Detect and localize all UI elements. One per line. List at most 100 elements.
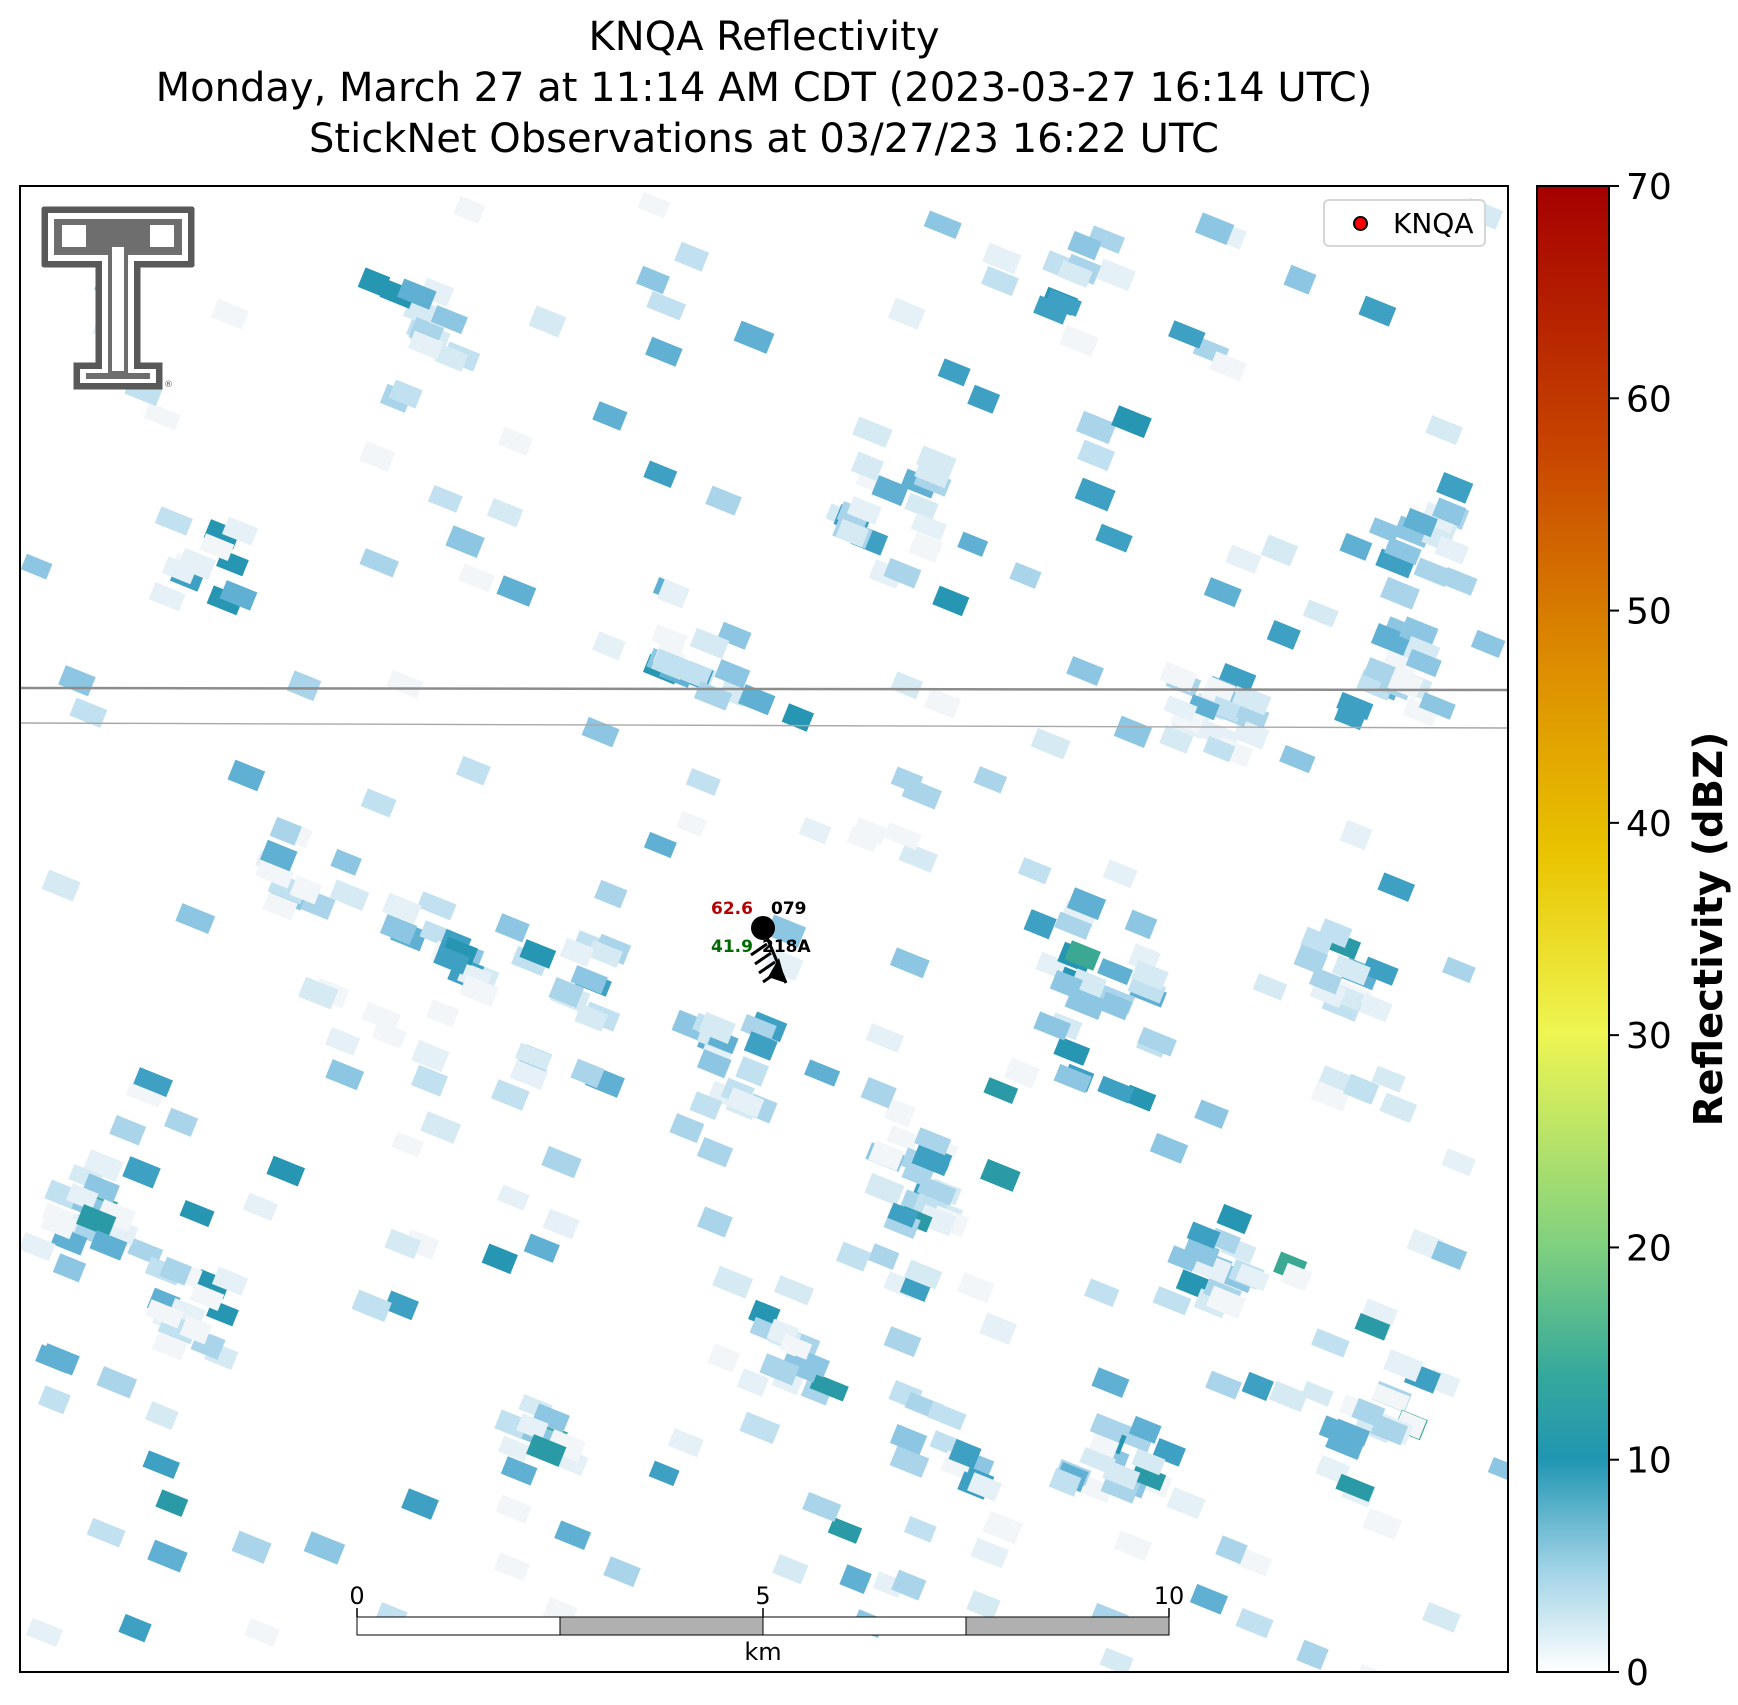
reflectivity-cell <box>289 875 323 905</box>
colorbar-tick-label: 20 <box>1626 1228 1672 1269</box>
reflectivity-cell <box>388 379 423 409</box>
reflectivity-cell <box>1293 944 1329 975</box>
reflectivity-cell <box>453 195 486 224</box>
reflectivity-cell <box>911 1142 953 1177</box>
reflectivity-cell <box>970 1537 1009 1569</box>
reflectivity-cell <box>1399 616 1439 649</box>
reflectivity-cell <box>648 1460 680 1487</box>
reflectivity-cell <box>1219 662 1257 692</box>
reflectivity-cell <box>142 1450 180 1479</box>
reflectivity-cell <box>646 291 686 321</box>
reflectivity-cell <box>1343 1073 1380 1105</box>
title-line-observations: StickNet Observations at 03/27/23 16:22 … <box>309 116 1219 162</box>
reflectivity-cell <box>1279 744 1316 774</box>
reflectivity-cell <box>973 766 1007 794</box>
reflectivity-cell <box>1182 1237 1221 1268</box>
reflectivity-cell <box>1066 887 1106 920</box>
reflectivity-cell <box>735 1056 769 1087</box>
reflectivity-cell <box>351 1289 392 1322</box>
reflectivity-cell <box>1377 872 1415 902</box>
reflectivity-cell <box>1368 517 1401 543</box>
reflectivity-cell <box>957 531 989 557</box>
legend-label: KNQA <box>1393 207 1474 240</box>
reflectivity-cell <box>155 1489 189 1517</box>
reflectivity-cell <box>419 277 455 308</box>
reflectivity-cell <box>516 1413 549 1441</box>
reflectivity-cell <box>1269 1381 1308 1413</box>
reflectivity-cell <box>592 401 628 431</box>
reflectivity-cell <box>883 1098 916 1128</box>
reflectivity-cell <box>1370 1414 1409 1446</box>
reflectivity-cell <box>1203 577 1242 608</box>
radar-site-marker-icon <box>1353 216 1368 231</box>
reflectivity-cell <box>298 976 339 1010</box>
reflectivity-cell <box>1102 1460 1141 1491</box>
reflectivity-cell <box>864 1173 905 1206</box>
reflectivity-cell <box>1099 1647 1134 1672</box>
reflectivity-cell <box>981 242 1022 275</box>
reflectivity-cell <box>148 582 186 612</box>
reflectivity-cell <box>1339 533 1373 561</box>
texas-tech-logo: ® <box>41 206 195 390</box>
map-frame <box>19 185 1509 1673</box>
reflectivity-cell <box>1149 1132 1189 1164</box>
reflectivity-cell <box>1017 857 1052 885</box>
reflectivity-cell <box>542 1208 580 1240</box>
reflectivity-cell <box>1057 260 1093 288</box>
reflectivity-cell <box>359 441 396 472</box>
reflectivity-cell <box>154 506 193 536</box>
highway-line <box>20 686 1508 692</box>
reflectivity-cell <box>379 914 418 945</box>
reflectivity-cell <box>982 1510 1023 1545</box>
reflectivity-cell <box>1300 926 1335 956</box>
reflectivity-cell <box>329 879 370 911</box>
reflectivity-cell <box>651 648 688 680</box>
reflectivity-cell <box>1358 295 1397 327</box>
reflectivity-cell <box>52 1253 87 1283</box>
reflectivity-cell <box>780 1353 820 1383</box>
reflectivity-cell <box>1235 1607 1274 1639</box>
reflectivity-cell <box>1335 1473 1375 1503</box>
reflectivity-cell <box>179 1315 213 1345</box>
reflectivity-cell <box>570 965 608 995</box>
reflectivity-cell <box>804 1059 841 1087</box>
reflectivity-cell <box>193 1269 231 1300</box>
reflectivity-cell <box>494 913 530 943</box>
reflectivity-cell <box>809 1373 849 1402</box>
reflectivity-cell <box>890 671 923 700</box>
reflectivity-cell <box>1383 1349 1424 1382</box>
reflectivity-cell <box>1130 1463 1167 1492</box>
reflectivity-cell <box>266 1155 305 1187</box>
reflectivity-cell <box>407 330 444 360</box>
road-line <box>20 722 1508 729</box>
reflectivity-cell <box>1189 1584 1228 1615</box>
reflectivity-cell <box>86 1518 126 1548</box>
reflectivity-cell <box>526 1434 567 1467</box>
reflectivity-cell <box>1209 695 1244 723</box>
reflectivity-cell <box>1402 697 1440 727</box>
reflectivity-cell <box>1280 1262 1313 1292</box>
reflectivity-cell <box>445 525 485 558</box>
reflectivity-cell <box>391 1131 424 1158</box>
reflectivity-cell <box>667 1428 704 1458</box>
reflectivity-cell <box>889 1424 928 1455</box>
reflectivity-cell <box>689 627 730 660</box>
reflectivity-cell <box>532 1403 570 1434</box>
reflectivity-cell <box>25 1617 63 1648</box>
reflectivity-cell <box>491 1079 530 1111</box>
reflectivity-cell <box>109 1115 147 1146</box>
reflectivity-cell <box>1088 1432 1120 1459</box>
reflectivity-cell <box>1075 410 1117 445</box>
reflectivity-cell <box>852 416 893 448</box>
reflectivity-cell <box>1095 523 1133 553</box>
reflectivity-cell <box>914 458 952 489</box>
reflectivity-cell <box>868 1140 905 1171</box>
reflectivity-cell <box>1084 1278 1120 1307</box>
reflectivity-cell <box>1356 669 1395 701</box>
reflectivity-cell <box>430 305 468 335</box>
reflectivity-cell <box>773 1275 814 1306</box>
scale-unit-label: km <box>744 1638 781 1666</box>
reflectivity-cell <box>497 427 534 456</box>
reflectivity-cell <box>645 336 683 367</box>
